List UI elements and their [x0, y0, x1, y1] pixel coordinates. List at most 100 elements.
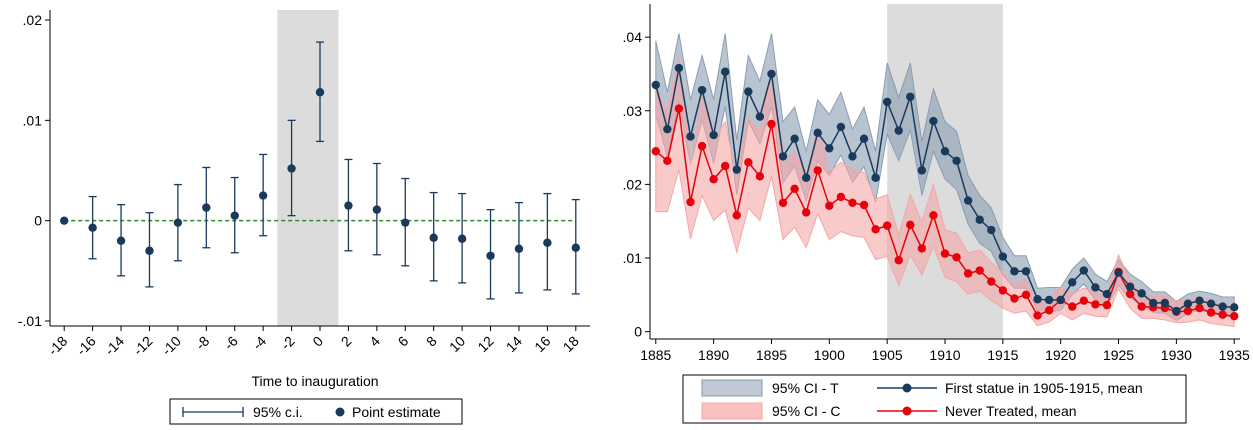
legend-ci-c-label: 95% CI - C: [772, 403, 840, 419]
treated-point: [720, 67, 730, 76]
control-point: [1125, 289, 1135, 299]
control-point: [871, 225, 880, 234]
y-tick-label: -.01: [18, 313, 42, 329]
x-tick-label: 1925: [1103, 347, 1134, 363]
treated-point: [917, 166, 927, 175]
treated-point: [1230, 303, 1239, 312]
treated-point: [755, 112, 765, 121]
treated-point: [882, 97, 892, 107]
control-point: [1206, 308, 1216, 317]
treated-point: [651, 80, 660, 90]
x-tick-label: -2: [278, 333, 298, 353]
y-axis: 0 .01 .02 .03 .04: [623, 4, 651, 340]
point-estimate: [543, 238, 552, 247]
treated-point: [732, 165, 741, 174]
point-estimate: [571, 243, 580, 252]
control-point: [987, 277, 996, 286]
control-point: [732, 211, 741, 220]
treated-point: [1125, 282, 1135, 291]
treated-point: [825, 144, 834, 153]
treated-point: [790, 134, 799, 143]
treated-point: [906, 92, 915, 101]
control-point: [767, 119, 776, 129]
treated-point: [836, 122, 846, 132]
point-estimate: [202, 203, 211, 212]
point-estimate: [344, 201, 353, 210]
control-point: [906, 220, 915, 230]
control-point: [963, 269, 973, 278]
control-point: [720, 161, 730, 171]
x-tick-label: 0: [309, 333, 326, 350]
event-window-shading: [277, 10, 339, 326]
x-tick-label: -18: [45, 333, 71, 359]
point-estimate: [145, 246, 154, 255]
treated-point: [940, 147, 950, 156]
treated-point: [871, 173, 880, 182]
x-tick-label: -16: [73, 333, 99, 359]
point-estimate: [230, 211, 239, 220]
x-tick-label: 1930: [1161, 347, 1192, 363]
treated-point: [859, 134, 869, 143]
y-tick-label: 0: [34, 213, 42, 229]
x-tick-label: -6: [221, 333, 241, 353]
x-tick-label: -14: [102, 333, 128, 359]
control-point: [778, 198, 788, 207]
control-point: [940, 249, 950, 258]
x-axis-label: Time to inauguration: [251, 373, 378, 389]
control-point: [674, 104, 684, 113]
point-estimates: [60, 88, 580, 260]
control-point: [1218, 310, 1227, 319]
treated-point: [1114, 268, 1123, 277]
treated-point: [1091, 283, 1100, 292]
y-tick-label: .01: [623, 250, 643, 266]
y-tick-label: .01: [23, 112, 43, 128]
treated-point: [1021, 267, 1031, 276]
x-axis: -18 -16 -14 -12 -10 -8 -6 -4 -2 0 2 4 6 8 10 12 14 16 18: [45, 325, 590, 359]
control-point: [744, 158, 753, 167]
treated-point: [709, 130, 718, 140]
treated-point: [848, 152, 857, 161]
point-estimate: [116, 236, 126, 245]
control-point: [1183, 306, 1193, 316]
control-point: [882, 221, 892, 230]
control-point: [697, 141, 707, 151]
treated-point: [663, 124, 672, 134]
y-tick-label: 0: [634, 324, 642, 340]
point-estimate: [429, 233, 438, 242]
control-point: [952, 253, 961, 262]
x-tick-label: 1905: [872, 347, 903, 363]
treated-point: [1033, 295, 1042, 304]
x-tick-label: 1920: [1045, 347, 1076, 363]
treated-point: [998, 252, 1008, 261]
legend-treated-label: First statue in 1905-1915, mean: [945, 380, 1143, 396]
control-point: [755, 172, 765, 181]
control-point: [709, 175, 718, 184]
x-tick-label: 4: [366, 333, 383, 350]
control-point: [825, 201, 834, 210]
point-estimate: [486, 251, 495, 260]
control-point: [1010, 294, 1019, 303]
x-tick-label: 1885: [640, 347, 671, 363]
legend-ci-symbol: [182, 407, 244, 417]
treated-point: [1149, 298, 1158, 308]
point-estimate: [258, 191, 268, 200]
x-axis: 1885 1890 1895 1900 1905 1910 1915 1920 1925 1930…: [640, 338, 1250, 363]
treated-point: [813, 128, 822, 138]
control-point: [848, 198, 857, 207]
legend: 95% c.i. Point estimate: [169, 398, 463, 425]
legend-ci-c-swatch: [701, 402, 763, 420]
legend-control-label: Never Treated, mean: [945, 403, 1077, 419]
control-point: [975, 266, 984, 275]
control-point: [929, 211, 938, 220]
treated-point: [778, 152, 788, 161]
treated-point: [1160, 298, 1170, 308]
y-tick-label: .04: [623, 29, 643, 45]
control-point: [836, 192, 846, 202]
event-study-chart: -.010.01.02 -18 -16 -14 -12 -10 -8 -6 -4 -2 0 2 4 6 8…: [18, 10, 590, 425]
legend-ci-t-label: 95% CI - T: [772, 380, 839, 396]
control-point: [894, 256, 903, 265]
control-point: [663, 156, 672, 166]
point-estimate: [287, 164, 296, 173]
y-tick-label: .03: [623, 103, 643, 119]
